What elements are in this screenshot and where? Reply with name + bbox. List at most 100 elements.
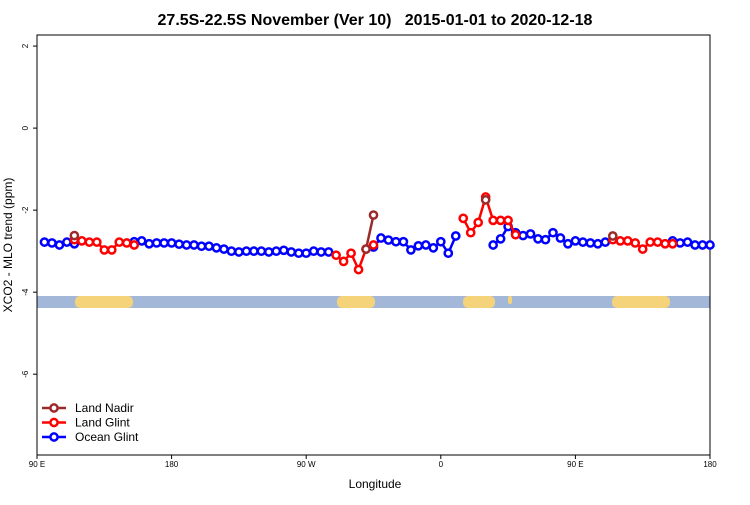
data-point <box>548 227 558 238</box>
y-axis-label: XCO2 - MLO trend (ppm) <box>1 178 15 313</box>
data-point <box>151 238 162 248</box>
data-point <box>114 237 125 247</box>
data-point <box>443 248 454 259</box>
x-tick-label: 90 E <box>29 460 45 469</box>
data-point <box>465 227 476 238</box>
data-point <box>540 234 551 245</box>
data-point <box>697 240 708 250</box>
data-point <box>316 247 327 257</box>
data-point <box>91 237 102 247</box>
data-point <box>533 233 543 244</box>
data-point <box>181 240 192 250</box>
data-point <box>174 239 184 250</box>
data-point <box>398 236 409 247</box>
data-point <box>518 230 528 241</box>
legend-marker <box>49 432 59 442</box>
legend-label: Ocean Glint <box>75 430 139 444</box>
data-point <box>675 238 685 248</box>
data-point <box>450 231 461 241</box>
data-point <box>144 238 155 249</box>
data-point <box>667 238 678 249</box>
data-point <box>263 247 274 257</box>
data-point <box>406 245 416 255</box>
x-tick-label: 90 W <box>297 460 316 469</box>
land-patch <box>337 296 375 308</box>
data-point <box>607 231 618 241</box>
data-point <box>383 235 394 245</box>
data-point <box>77 236 87 246</box>
data-point <box>615 236 626 246</box>
legend-marker <box>49 403 59 413</box>
data-point <box>121 238 132 248</box>
data-point <box>39 237 50 247</box>
data-point <box>301 248 312 259</box>
data-point <box>226 246 237 257</box>
data-point <box>346 248 356 259</box>
y-tick-label: -6 <box>21 370 30 378</box>
data-point <box>256 246 267 257</box>
data-point <box>660 238 670 249</box>
chart-title: 27.5S-22.5S November (Ver 10) 2015-01-01… <box>158 12 593 29</box>
data-point <box>570 236 581 246</box>
data-point <box>495 233 506 244</box>
data-point <box>136 236 147 246</box>
data-point <box>241 246 252 257</box>
y-tick-label: -2 <box>21 206 30 214</box>
data-point <box>488 240 498 250</box>
data-point <box>391 236 401 247</box>
data-point <box>278 245 289 256</box>
data-point <box>376 233 386 243</box>
data-point <box>166 238 177 248</box>
data-point <box>196 241 207 252</box>
data-point <box>84 237 95 247</box>
data-point <box>204 241 214 252</box>
data-point <box>525 229 536 239</box>
x-tick-label: 180 <box>165 460 179 469</box>
data-point <box>503 215 513 226</box>
data-point <box>555 233 566 243</box>
data-point <box>578 237 588 247</box>
data-point <box>62 237 72 247</box>
data-point <box>682 237 693 247</box>
data-point <box>234 247 244 257</box>
land-patch <box>612 296 670 308</box>
legend-marker <box>49 417 59 428</box>
data-point <box>435 236 446 247</box>
data-point <box>510 229 521 240</box>
legend-label: Land Glint <box>75 416 130 430</box>
data-point <box>249 246 259 257</box>
x-axis-label: Longitude <box>349 477 402 491</box>
data-point <box>286 247 297 257</box>
legend-label: Land Nadir <box>75 401 134 415</box>
data-point <box>189 240 199 250</box>
data-point <box>47 238 57 248</box>
y-tick-label: 0 <box>21 125 30 130</box>
data-point <box>645 237 656 247</box>
data-point <box>338 256 349 267</box>
data-point <box>480 195 491 205</box>
x-tick-label: 180 <box>703 460 717 469</box>
data-point <box>331 250 341 261</box>
data-point <box>106 245 117 255</box>
data-point <box>129 240 140 250</box>
data-point <box>308 246 319 257</box>
data-point <box>488 215 498 226</box>
data-point <box>99 245 110 255</box>
data-point <box>54 240 65 250</box>
y-tick-label: 2 <box>21 43 30 48</box>
data-point <box>413 240 424 251</box>
data-point <box>473 217 484 228</box>
data-point <box>368 210 379 220</box>
data-point <box>219 244 229 254</box>
series-line <box>364 214 375 250</box>
data-point <box>592 238 603 249</box>
data-point <box>353 264 364 275</box>
y-tick-label: -4 <box>21 288 30 296</box>
data-point <box>690 240 700 250</box>
data-point <box>630 238 641 248</box>
x-tick-label: 0 <box>439 460 444 469</box>
data-point <box>293 248 304 259</box>
data-point <box>428 243 439 253</box>
data-point <box>600 237 611 247</box>
